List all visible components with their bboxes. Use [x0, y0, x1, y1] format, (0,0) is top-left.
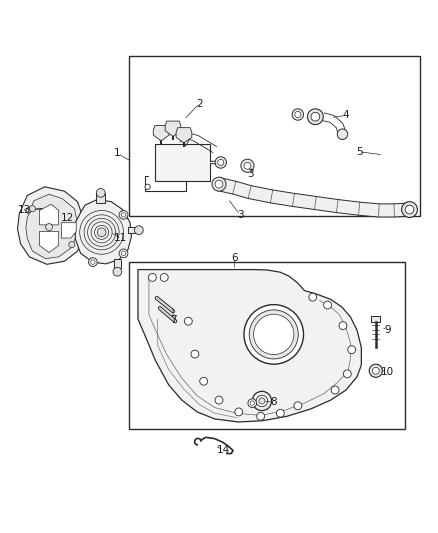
Text: 6: 6	[231, 253, 238, 263]
Circle shape	[259, 398, 265, 404]
Text: 7: 7	[170, 315, 177, 325]
Text: 12: 12	[61, 213, 74, 223]
Polygon shape	[61, 223, 76, 238]
Circle shape	[294, 402, 302, 410]
Polygon shape	[165, 121, 181, 136]
Circle shape	[339, 322, 347, 329]
Circle shape	[215, 157, 226, 168]
Polygon shape	[39, 231, 59, 253]
Text: 1: 1	[114, 149, 121, 158]
Circle shape	[215, 180, 223, 188]
Circle shape	[324, 301, 332, 309]
Circle shape	[295, 111, 301, 118]
Text: 8: 8	[270, 397, 277, 407]
Circle shape	[26, 208, 31, 213]
Text: 14: 14	[217, 445, 230, 455]
Bar	[371, 316, 380, 322]
Text: 5: 5	[356, 147, 363, 157]
Circle shape	[257, 413, 265, 420]
Circle shape	[88, 258, 97, 266]
Circle shape	[307, 109, 323, 125]
Circle shape	[191, 350, 199, 358]
Circle shape	[244, 304, 304, 364]
Text: 2: 2	[196, 99, 203, 109]
Polygon shape	[75, 199, 131, 264]
Circle shape	[348, 346, 356, 354]
Text: 11: 11	[114, 233, 127, 243]
Circle shape	[337, 129, 348, 140]
Polygon shape	[176, 128, 192, 143]
Bar	[129, 56, 420, 216]
Polygon shape	[218, 177, 410, 217]
Polygon shape	[114, 260, 121, 268]
Circle shape	[96, 189, 105, 197]
Circle shape	[134, 226, 143, 235]
Text: 9: 9	[384, 325, 391, 335]
Bar	[129, 262, 405, 429]
Circle shape	[200, 377, 208, 385]
Circle shape	[343, 370, 351, 378]
Circle shape	[252, 391, 272, 410]
Circle shape	[402, 201, 417, 217]
Circle shape	[113, 268, 122, 276]
Text: 4: 4	[343, 110, 350, 120]
Circle shape	[148, 273, 156, 281]
Circle shape	[184, 317, 192, 325]
Circle shape	[248, 399, 257, 408]
Circle shape	[91, 260, 95, 264]
Text: 13: 13	[18, 205, 31, 215]
Circle shape	[235, 408, 243, 416]
Circle shape	[241, 159, 254, 172]
Circle shape	[249, 310, 298, 359]
Circle shape	[69, 241, 75, 248]
Polygon shape	[153, 125, 169, 141]
Circle shape	[309, 293, 317, 301]
Bar	[155, 144, 210, 181]
Polygon shape	[96, 193, 105, 203]
Circle shape	[276, 409, 284, 417]
Circle shape	[250, 401, 254, 405]
Circle shape	[29, 206, 35, 212]
Circle shape	[405, 205, 414, 214]
Polygon shape	[18, 187, 83, 264]
Polygon shape	[138, 270, 361, 422]
Circle shape	[215, 396, 223, 404]
Circle shape	[121, 213, 126, 217]
Circle shape	[160, 273, 168, 281]
Circle shape	[97, 228, 106, 237]
Circle shape	[372, 367, 379, 374]
Circle shape	[311, 112, 320, 121]
Circle shape	[119, 211, 128, 219]
Circle shape	[212, 177, 226, 191]
Circle shape	[254, 314, 294, 354]
Circle shape	[121, 251, 126, 255]
Circle shape	[292, 109, 304, 120]
Polygon shape	[26, 194, 78, 259]
Circle shape	[256, 395, 268, 407]
Polygon shape	[39, 204, 59, 225]
Circle shape	[369, 364, 382, 377]
Text: 3: 3	[237, 210, 244, 220]
Polygon shape	[128, 227, 137, 233]
Circle shape	[145, 184, 150, 189]
Circle shape	[119, 249, 128, 258]
Text: 3: 3	[247, 168, 254, 179]
Circle shape	[46, 223, 53, 231]
Circle shape	[244, 162, 251, 169]
Text: 10: 10	[381, 367, 394, 377]
Circle shape	[331, 386, 339, 394]
Circle shape	[218, 159, 224, 166]
